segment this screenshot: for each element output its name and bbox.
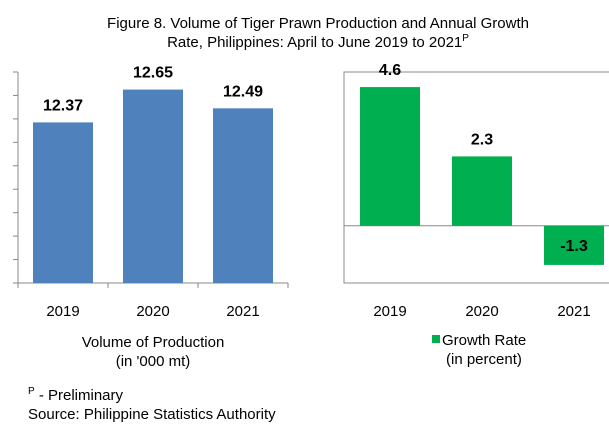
- bar: [544, 225, 604, 265]
- x-tick-label: 2020: [136, 303, 169, 320]
- source: Source: Philippine Statistics Authority: [28, 406, 276, 423]
- x-tick-label: 2021: [226, 303, 259, 320]
- text-line: Volume of Production: [82, 334, 225, 351]
- value-label: -1.3: [560, 238, 588, 255]
- value-label: 4.6: [379, 62, 401, 79]
- value-label: 12.65: [133, 65, 173, 82]
- title-mark: P: [462, 33, 469, 44]
- value-label: 12.49: [223, 83, 263, 100]
- bar: [123, 89, 183, 283]
- text-line: (in '000 mt): [116, 353, 191, 370]
- x-tick-label: 2020: [465, 303, 498, 320]
- x-axis-label: Volume of Production (in '000 mt): [82, 334, 225, 370]
- text-line: Growth Rate: [442, 332, 526, 349]
- x-tick-label: 2019: [373, 303, 406, 320]
- bar: [360, 87, 420, 226]
- bar: [452, 156, 512, 226]
- title: Figure 8. Volume of Tiger Prawn Producti…: [107, 15, 529, 51]
- x-tick-label: 2019: [46, 303, 79, 320]
- text-line: (in percent): [446, 351, 522, 368]
- bar: [33, 122, 93, 284]
- footnote-mark: P: [28, 386, 35, 397]
- footnote-text: - Preliminary: [35, 387, 124, 404]
- legend-swatch: [432, 335, 440, 343]
- bar: [213, 108, 273, 283]
- plot-frame: [343, 71, 609, 284]
- title-line: Rate, Philippines: April to June 2019 to…: [167, 34, 462, 51]
- footnote: P - Preliminary: [28, 386, 124, 404]
- value-label: 2.3: [471, 131, 493, 148]
- x-tick-label: 2021: [557, 303, 590, 320]
- title-line: Figure 8. Volume of Tiger Prawn Producti…: [107, 15, 529, 32]
- legend-label: Growth Rate (in percent): [442, 332, 526, 368]
- value-label: 12.37: [43, 97, 83, 114]
